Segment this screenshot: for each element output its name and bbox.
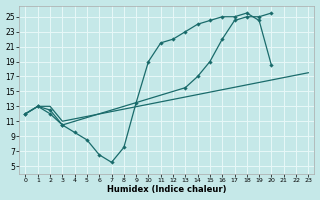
X-axis label: Humidex (Indice chaleur): Humidex (Indice chaleur) (107, 185, 227, 194)
